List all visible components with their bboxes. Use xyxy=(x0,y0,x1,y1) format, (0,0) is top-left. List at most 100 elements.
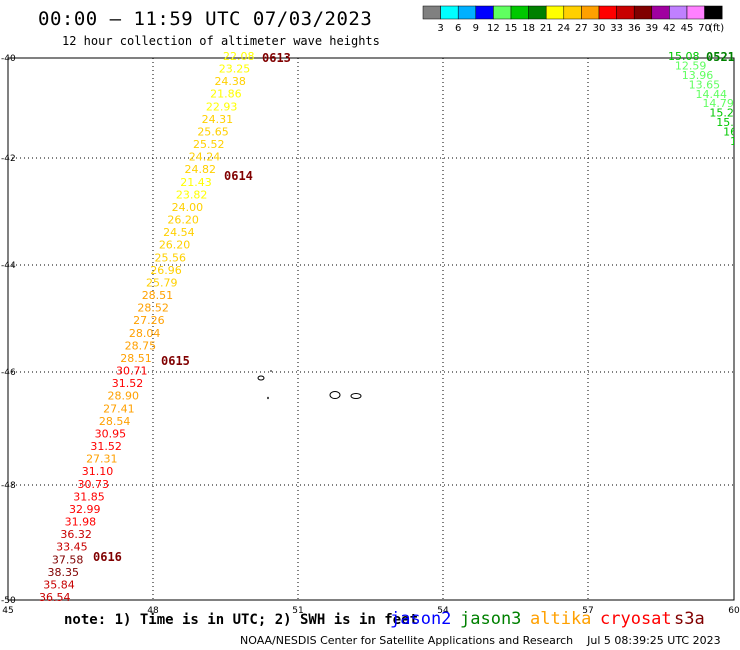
swh-value: 15.25 xyxy=(709,107,740,120)
legend-swatch xyxy=(704,5,723,20)
lon-label: 45 xyxy=(2,606,13,616)
legend-label: 24 xyxy=(557,23,570,34)
swh-value: 14.79 xyxy=(702,97,734,110)
swh-value: 36.32 xyxy=(60,528,92,541)
footer-note: note: 1) Time is in UTC; 2) SWH is in fe… xyxy=(64,612,419,628)
swh-value: 26.96 xyxy=(150,264,182,277)
swh-value: 21.86 xyxy=(210,88,242,101)
swh-value: 16 xyxy=(730,135,740,148)
swh-value: 13.65 xyxy=(689,78,721,91)
swh-value: 31.98 xyxy=(65,516,97,529)
legend-label: 70 xyxy=(698,23,711,34)
track-time-label: 0614 xyxy=(224,169,253,183)
swh-value: 30.95 xyxy=(95,427,127,440)
legend-unit: (ft) xyxy=(709,23,724,34)
lat-label: -48 xyxy=(1,481,16,491)
swh-value: 14.44 xyxy=(696,88,728,101)
swh-value: 22.93 xyxy=(206,100,238,113)
swh-value: 38.35 xyxy=(48,566,79,579)
swh-value: 27.41 xyxy=(103,402,134,415)
legend-label: 39 xyxy=(645,23,658,34)
map-frame xyxy=(7,57,735,601)
island-outline xyxy=(270,370,272,372)
swh-value: 24.54 xyxy=(163,226,195,239)
lat-label: -46 xyxy=(1,368,16,378)
swh-value: 31.52 xyxy=(112,377,144,390)
legend-label: 9 xyxy=(473,23,479,34)
satellite-jason3: jason3 xyxy=(460,609,522,629)
lat-label: -50 xyxy=(1,596,16,606)
legend-label: 27 xyxy=(575,23,588,34)
credit-organization: NOAA/NESDIS Center for Satellite Applica… xyxy=(240,634,574,647)
swh-value: 28.90 xyxy=(107,390,139,403)
swh-value: 23.82 xyxy=(176,188,208,201)
island-outline xyxy=(329,391,341,399)
swh-value: 27.26 xyxy=(133,314,165,327)
legend-label: 45 xyxy=(681,23,694,34)
lat-label: -42 xyxy=(1,154,16,164)
satellite-cryosat: cryosat xyxy=(600,609,672,629)
lon-label: 48 xyxy=(147,606,159,616)
lat-label: -44 xyxy=(1,261,16,271)
track-time-label: 0615 xyxy=(161,354,190,368)
swh-value: 28.54 xyxy=(99,415,131,428)
swh-value: 16. xyxy=(723,126,740,139)
color-legend: 3 6 9 12 15 18 21 24 27 30 33 36 39 42 45 70(ft) xyxy=(422,5,724,34)
swh-value: 36.54 xyxy=(39,591,71,604)
track-b-group: 15.0812.5913.9613.6514.4414.7915.2515.51… xyxy=(668,50,740,148)
swh-value: 24.82 xyxy=(184,163,216,176)
legend-label: 33 xyxy=(610,23,623,34)
swh-value: 33.45 xyxy=(56,541,88,554)
swh-value: 22.08 xyxy=(223,50,255,63)
swh-value: 23.25 xyxy=(219,63,251,76)
island-outline xyxy=(267,396,269,400)
island-outline xyxy=(257,375,265,381)
swh-value: 15.5 xyxy=(716,116,740,129)
swh-value: 35.84 xyxy=(43,578,75,591)
swh-value: 24.31 xyxy=(202,113,234,126)
legend-label: 3 xyxy=(437,23,443,34)
swh-value: 32.99 xyxy=(69,503,101,516)
swh-value: 26.20 xyxy=(159,239,191,252)
lon-label: 54 xyxy=(437,606,449,616)
lon-label: 51 xyxy=(292,606,303,616)
swh-value: 31.10 xyxy=(82,465,114,478)
swh-value: 28.51 xyxy=(142,289,174,302)
swh-value: 31.85 xyxy=(73,490,105,503)
satellite-altika: altika xyxy=(530,609,592,629)
swh-value: 25.79 xyxy=(146,276,178,289)
swh-value: 28.04 xyxy=(129,327,161,340)
page-title: 00:00 – 11:59 UTC 07/03/2023 xyxy=(38,8,373,30)
swh-value: 25.56 xyxy=(155,251,187,264)
swh-value: 15.08 xyxy=(668,50,700,63)
swh-value: 25.52 xyxy=(193,138,225,151)
lon-label: 60 xyxy=(728,606,740,616)
track-time-label: 0613 xyxy=(262,51,291,65)
swh-value: 31.52 xyxy=(90,440,122,453)
satellite-jason2: jason2 xyxy=(390,609,452,629)
swh-value: 24.38 xyxy=(214,75,246,88)
swh-value: 21.43 xyxy=(180,176,212,189)
swh-value: 28.52 xyxy=(137,302,169,315)
swh-value: 28.75 xyxy=(125,339,156,352)
swh-value: 30.73 xyxy=(78,478,110,491)
swh-value: 30.71 xyxy=(116,365,148,378)
swh-value: 24.00 xyxy=(172,201,204,214)
legend-label: 12 xyxy=(487,23,500,34)
swh-value: 12.59 xyxy=(675,59,707,72)
legend-label: 6 xyxy=(455,23,461,34)
swh-value: 27.31 xyxy=(86,453,118,466)
credit-timestamp: Jul 5 08:39:25 UTC 2023 xyxy=(587,634,721,647)
legend-label: 15 xyxy=(505,23,518,34)
track-time-label: 0616 xyxy=(93,550,122,564)
page-subtitle: 12 hour collection of altimeter wave hei… xyxy=(62,34,380,48)
track-time-label: 0521 xyxy=(706,50,735,64)
lon-label: 57 xyxy=(582,606,593,616)
island-outline xyxy=(350,393,362,399)
legend-label: 36 xyxy=(628,23,641,34)
swh-value: 28.51 xyxy=(120,352,152,365)
swh-value: 37.58 xyxy=(52,553,83,566)
legend-label: 30 xyxy=(593,23,606,34)
swh-value: 25.65 xyxy=(197,125,229,138)
